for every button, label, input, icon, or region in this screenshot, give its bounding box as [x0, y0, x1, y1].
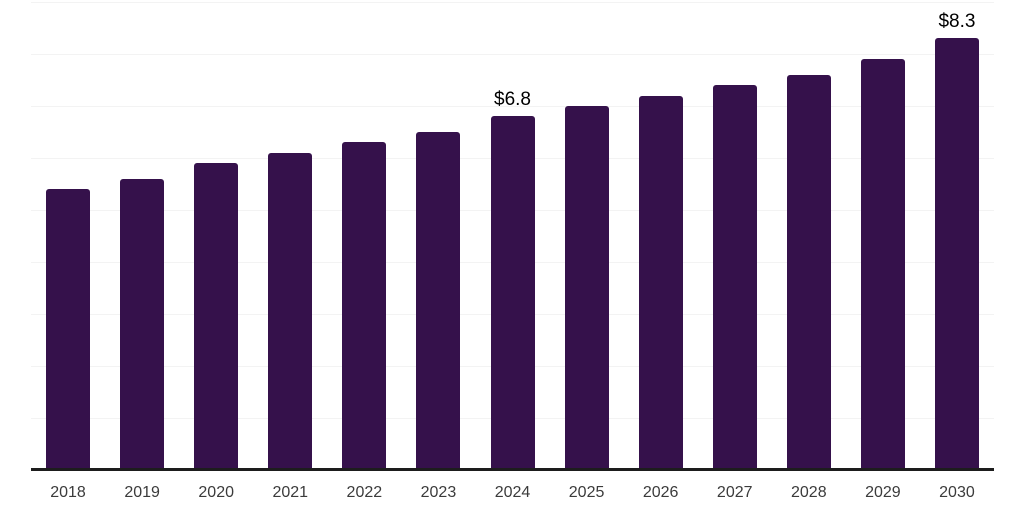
bar-2026 [638, 95, 683, 470]
x-tick-2029: 2029 [865, 484, 901, 501]
x-tick-2026: 2026 [642, 484, 679, 501]
bar-2025 [564, 106, 609, 470]
x-tick-2028: 2028 [791, 484, 827, 501]
bar-2022 [342, 142, 387, 470]
x-tick-2030: 2030 [939, 484, 975, 501]
bar-2021 [268, 152, 313, 470]
gridline [31, 54, 994, 55]
bar-2030 [934, 38, 979, 470]
gridline [31, 106, 994, 107]
x-tick-2024: 2024 [494, 484, 531, 501]
x-tick-2020: 2020 [198, 484, 234, 501]
bar-2019 [120, 178, 165, 470]
x-tick-2027: 2027 [716, 484, 753, 501]
bar-2024 [490, 116, 535, 470]
bar-2027 [712, 85, 757, 470]
x-tick-2022: 2022 [346, 484, 383, 501]
data-label-2024: $6.8 [494, 89, 531, 111]
bar-2018 [46, 189, 91, 470]
bar-2028 [786, 74, 831, 470]
bar-2020 [194, 163, 239, 470]
x-tick-2018: 2018 [50, 484, 86, 501]
bar-2023 [416, 132, 461, 470]
bar-2029 [860, 59, 905, 470]
x-tick-2025: 2025 [568, 484, 605, 501]
data-label-2030: $8.3 [938, 11, 976, 33]
x-tick-2021: 2021 [272, 484, 309, 501]
x-tick-2023: 2023 [420, 484, 457, 501]
x-tick-2019: 2019 [124, 484, 160, 501]
x-axis-line [31, 468, 994, 471]
gridline [31, 2, 994, 3]
